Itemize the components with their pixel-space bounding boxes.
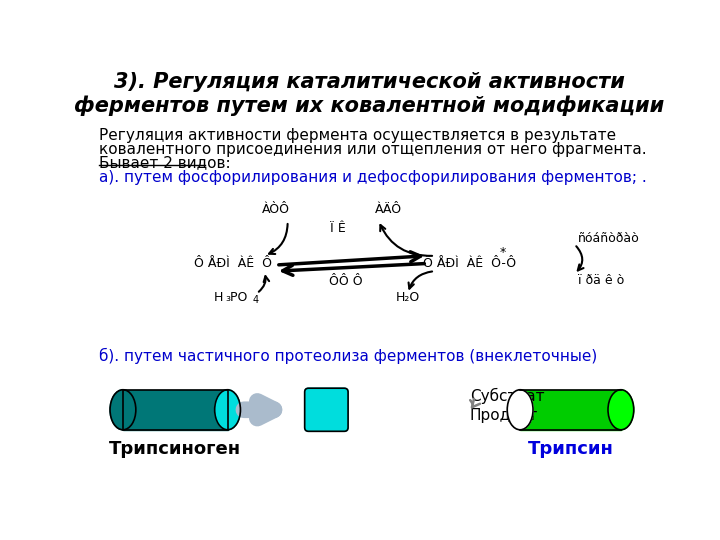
Text: *: * bbox=[499, 246, 505, 259]
Text: ñóáñòðàò: ñóáñòðàò bbox=[578, 232, 640, 245]
FancyBboxPatch shape bbox=[123, 390, 228, 430]
Text: ÔÔ Ô: ÔÔ Ô bbox=[329, 275, 363, 288]
Text: Продукт: Продукт bbox=[469, 408, 538, 423]
Text: Ô ÅÐÌ  ÀÊ  Ô-Ô: Ô ÅÐÌ ÀÊ Ô-Ô bbox=[423, 257, 516, 270]
Text: ï ðä ê ò: ï ðä ê ò bbox=[578, 274, 624, 287]
FancyBboxPatch shape bbox=[305, 388, 348, 431]
Text: Субстрат: Субстрат bbox=[469, 388, 544, 404]
Text: б). путем частичного протеолиза ферментов (внеклеточные): б). путем частичного протеолиза ферменто… bbox=[99, 348, 598, 364]
Text: 3). Регуляция каталитической активности: 3). Регуляция каталитической активности bbox=[114, 72, 624, 92]
Text: Трипсиноген: Трипсиноген bbox=[109, 440, 241, 458]
Text: ÀÒÔ: ÀÒÔ bbox=[262, 203, 290, 216]
Ellipse shape bbox=[110, 390, 136, 430]
Text: ÀÄÔ: ÀÄÔ bbox=[375, 203, 402, 216]
Ellipse shape bbox=[215, 390, 240, 430]
Text: Регуляция активности фермента осуществляется в результате: Регуляция активности фермента осуществля… bbox=[99, 128, 616, 143]
Bar bbox=[123, 390, 228, 430]
Text: Ï Ê: Ï Ê bbox=[330, 222, 346, 235]
FancyBboxPatch shape bbox=[520, 390, 621, 430]
Ellipse shape bbox=[507, 390, 533, 430]
Text: H₂O: H₂O bbox=[395, 291, 420, 304]
Text: а). путем фосфорилирования и дефосфорилирования ферментов; .: а). путем фосфорилирования и дефосфорили… bbox=[99, 170, 647, 185]
Text: ферментов путем их ковалентной модификации: ферментов путем их ковалентной модификац… bbox=[74, 96, 664, 116]
Text: Трипсин: Трипсин bbox=[528, 440, 613, 458]
Text: ₃PO: ₃PO bbox=[225, 291, 248, 304]
Text: Ô ÅÐÌ  ÀÊ  Ô: Ô ÅÐÌ ÀÊ Ô bbox=[194, 257, 272, 270]
Text: Бывает 2 видов:: Бывает 2 видов: bbox=[99, 156, 231, 171]
Text: H: H bbox=[214, 291, 223, 304]
Text: 4: 4 bbox=[253, 295, 259, 306]
Text: ковалентного присоединения или отщепления от него фрагмента.: ковалентного присоединения или отщеплени… bbox=[99, 142, 647, 157]
Ellipse shape bbox=[608, 390, 634, 430]
